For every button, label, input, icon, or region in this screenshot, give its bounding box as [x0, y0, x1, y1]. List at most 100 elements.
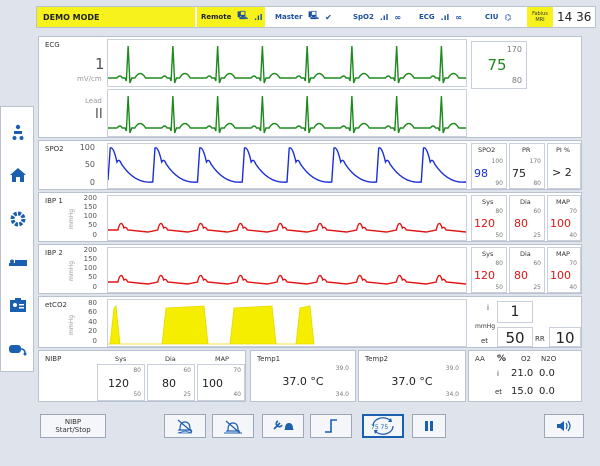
- ibp2-axis: 50: [88, 273, 97, 281]
- device-badge: Fabius MRI: [527, 7, 553, 27]
- tools-alarm-button[interactable]: [262, 414, 304, 438]
- alarm-off-icon: [177, 419, 193, 434]
- ibp2-sys-box[interactable]: Sys 80 120 50: [471, 247, 507, 293]
- etco2-axis: 80: [88, 299, 97, 307]
- etco2-et-box[interactable]: 50: [497, 327, 533, 347]
- spo2-value: 98: [474, 167, 488, 180]
- spo2-link-status[interactable]: SpO2 .ıl ∞: [353, 7, 417, 27]
- sys-low: 50: [133, 391, 141, 398]
- temp2-value: 37.0 °C: [391, 375, 433, 388]
- signal-icon: .ıl: [379, 12, 389, 22]
- nibp-start-stop-button[interactable]: NIBP Start/Stop: [40, 414, 106, 438]
- spo2-high: 100: [491, 158, 503, 165]
- ibp1-map-box[interactable]: MAP 70 100 40: [547, 195, 581, 241]
- ibp1-wave: [107, 195, 467, 241]
- gear-icon: [10, 211, 26, 227]
- clock-time: 14 36: [557, 10, 592, 24]
- cuff-icon: [9, 345, 27, 356]
- bed-icon: [9, 259, 27, 266]
- ibp2-axis: 0: [92, 283, 97, 291]
- spo2-axis-bottom: 0: [89, 178, 95, 187]
- ibp2-axis: 150: [83, 255, 97, 263]
- monitor-icon: 🖳: [308, 11, 320, 20]
- device-line2: MRI: [535, 17, 545, 23]
- map-value: 100: [550, 269, 571, 282]
- ecg-waveform: [108, 95, 466, 134]
- ecg-link-status[interactable]: ECG .ıl ∞: [419, 7, 481, 27]
- dia-high: 60: [533, 260, 541, 267]
- hr-box[interactable]: 170 75 80: [471, 41, 527, 89]
- pr-box[interactable]: PR 170 75 80: [509, 143, 545, 189]
- step-button[interactable]: [310, 414, 352, 438]
- home-button[interactable]: [3, 155, 33, 195]
- refresh-values-icon: [372, 417, 394, 435]
- mode-indicator: DEMO MODE: [37, 7, 195, 27]
- alarm-pause-button[interactable]: [212, 414, 254, 438]
- map-header: MAP: [556, 198, 570, 206]
- temp2-panel[interactable]: Temp2 39.0 37.0 °C 34.0: [358, 350, 466, 402]
- ciu-status[interactable]: CIU ⌬: [485, 7, 527, 27]
- patient-dots-icon: [12, 124, 24, 140]
- temp2-low: 34.0: [445, 391, 459, 398]
- ecg-wave-1: [107, 39, 467, 87]
- spo2-box[interactable]: SPO2 100 98 90: [471, 143, 507, 189]
- etco2-axis: 20: [88, 327, 97, 335]
- spo2-label: SPO2: [45, 145, 64, 153]
- etco2-i-box[interactable]: 1: [497, 301, 533, 323]
- wrench-bell-icon: [273, 420, 294, 430]
- patient-button[interactable]: [3, 113, 33, 153]
- pause-button[interactable]: [412, 414, 446, 438]
- ibp1-unit: mmHg: [68, 208, 75, 229]
- sys-low: 50: [495, 232, 503, 239]
- etco2-unit: mmHg: [68, 314, 75, 335]
- ibp1-axis: 150: [83, 203, 97, 211]
- step-icon: [325, 419, 337, 433]
- remote-status[interactable]: Remote 🖳 .ıl: [197, 7, 265, 27]
- patient-data-button[interactable]: [3, 285, 33, 325]
- id-card-icon: [10, 298, 26, 312]
- dia-high: 60: [533, 208, 541, 215]
- sys-high: 80: [133, 367, 141, 374]
- sys-high: 80: [495, 260, 503, 267]
- freeze-button[interactable]: 75 75: [362, 414, 404, 438]
- n2o-header: N2O: [541, 355, 557, 363]
- ibp2-dia-box[interactable]: Dia 60 80 25: [509, 247, 545, 293]
- spo2-axis-mid: 50: [84, 160, 95, 169]
- nibp-sys-box[interactable]: 80 120 50: [97, 364, 145, 401]
- o2-header: O2: [521, 355, 531, 363]
- ibp1-dia-box[interactable]: Dia 60 80 25: [509, 195, 545, 241]
- ecg-lead-label: Lead: [85, 97, 102, 105]
- percent-label: %: [497, 354, 507, 364]
- volume-button[interactable]: [544, 414, 584, 438]
- pi-box[interactable]: PI % > 2: [547, 143, 581, 189]
- signal-icon: .ıl: [254, 12, 263, 22]
- freeze-values: 75 75: [371, 424, 389, 431]
- pr-value: 75: [512, 167, 526, 180]
- trends-button[interactable]: [3, 329, 33, 369]
- nibp-map-box[interactable]: 70 100 40: [197, 364, 245, 401]
- dia-low: 25: [183, 391, 191, 398]
- nibp-dia-box[interactable]: 60 80 25: [147, 364, 195, 401]
- dia-value: 80: [514, 269, 528, 282]
- pi-header: PI %: [556, 146, 571, 154]
- settings-button[interactable]: [3, 199, 33, 239]
- rr-box[interactable]: 10: [549, 327, 581, 347]
- mode-label: DEMO MODE: [43, 12, 100, 22]
- map-high: 70: [233, 367, 241, 374]
- pause-icon: [425, 421, 433, 431]
- dia-header: Dia: [520, 250, 531, 258]
- ibp2-label: IBP 2: [45, 249, 63, 257]
- temp2-label: Temp2: [365, 355, 389, 363]
- check-icon: ✔: [325, 12, 332, 22]
- ecg-lead[interactable]: II: [95, 107, 103, 122]
- ibp1-sys-box[interactable]: Sys 80 120 50: [471, 195, 507, 241]
- ibp2-map-box[interactable]: MAP 70 100 40: [547, 247, 581, 293]
- alarm-silence-button[interactable]: [164, 414, 206, 438]
- dia-low: 25: [533, 284, 541, 291]
- master-status[interactable]: Master 🖳 ✔: [275, 7, 347, 27]
- spo2-axis-top: 100: [79, 143, 95, 152]
- sys-header: Sys: [482, 198, 494, 206]
- gas-panel[interactable]: AA % O2 N2O i 21.0 0.0 et 15.0 0.0: [468, 350, 582, 402]
- temp1-panel[interactable]: Temp1 39.0 37.0 °C 34.0: [250, 350, 356, 402]
- bed-button[interactable]: [3, 243, 33, 283]
